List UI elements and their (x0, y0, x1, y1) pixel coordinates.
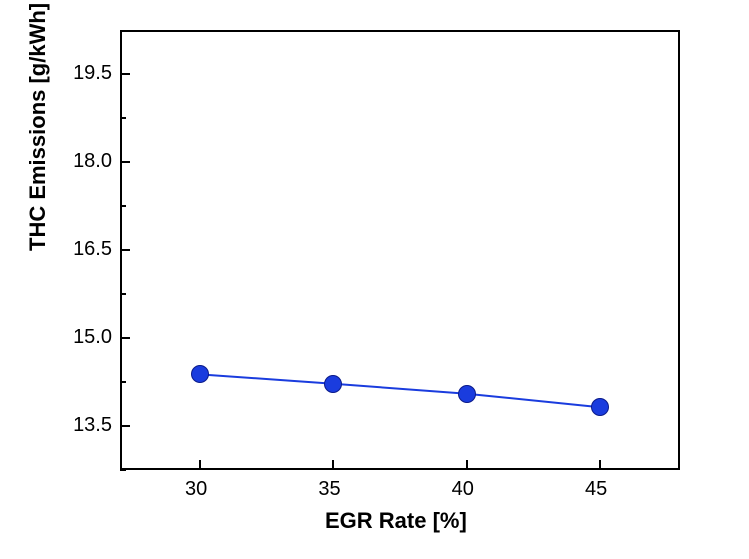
data-point (591, 398, 609, 416)
y-tick (120, 73, 130, 75)
y-minor-tick (120, 469, 126, 471)
y-tick (120, 249, 130, 251)
y-minor-tick (120, 117, 126, 119)
chart-container: THC Emissions [g/kWh] EGR Rate [%] 30354… (0, 0, 749, 559)
data-point (458, 385, 476, 403)
data-point (324, 375, 342, 393)
x-tick-label: 40 (452, 478, 474, 501)
x-tick (466, 460, 468, 470)
y-tick-label: 15.0 (73, 326, 112, 349)
y-tick-label: 13.5 (73, 414, 112, 437)
x-tick-label: 35 (318, 478, 340, 501)
x-axis-label: EGR Rate [%] (325, 508, 467, 534)
data-point (191, 365, 209, 383)
x-tick-label: 45 (585, 478, 607, 501)
y-minor-tick (120, 381, 126, 383)
x-tick (599, 460, 601, 470)
x-tick (332, 460, 334, 470)
y-minor-tick (120, 293, 126, 295)
y-minor-tick (120, 205, 126, 207)
y-tick-label: 18.0 (73, 150, 112, 173)
y-tick (120, 161, 130, 163)
x-tick (199, 460, 201, 470)
y-tick (120, 337, 130, 339)
y-tick-label: 19.5 (73, 62, 112, 85)
y-tick-label: 16.5 (73, 238, 112, 261)
x-tick-label: 30 (185, 478, 207, 501)
y-tick (120, 425, 130, 427)
